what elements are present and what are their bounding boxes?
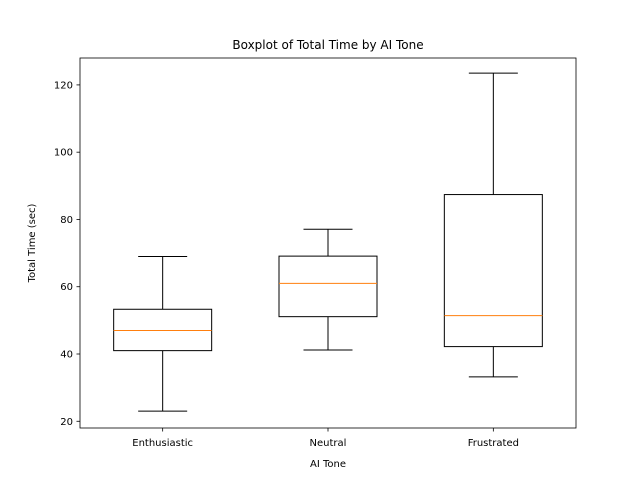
x-tick-label: Neutral (310, 438, 347, 449)
y-tick-label: 40 (60, 350, 73, 361)
box-marks (113, 72, 543, 412)
y-axis-label: Total Time (sec) (27, 203, 38, 283)
x-axis-label: AI Tone (310, 459, 346, 470)
x-axis: Enthusiastic Neutral Frustrated (132, 428, 519, 449)
y-tick-label: 20 (60, 417, 73, 428)
y-tick-label: 60 (60, 282, 73, 293)
y-tick-label: 100 (54, 148, 73, 159)
iqr-box (278, 255, 378, 318)
chart-title: Boxplot of Total Time by AI Tone (232, 38, 423, 52)
y-axis: 20 40 60 80 100 120 (54, 80, 80, 428)
x-tick-label: Frustrated (468, 438, 519, 449)
y-tick-label: 120 (54, 80, 73, 91)
box-group-2 (278, 228, 378, 351)
y-tick-label: 80 (60, 215, 73, 226)
iqr-box (443, 194, 543, 348)
iqr-box (113, 308, 213, 352)
box-group-1 (113, 255, 213, 412)
box-group-3 (443, 72, 543, 378)
x-tick-label: Enthusiastic (132, 438, 193, 449)
